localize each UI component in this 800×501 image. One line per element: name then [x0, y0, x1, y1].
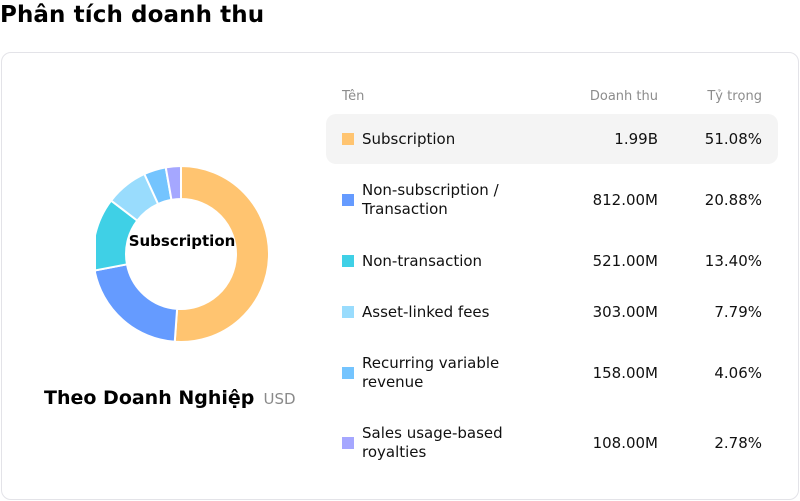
table-row[interactable]: Sales usage-based royalties 108.00M 2.78…: [326, 408, 778, 478]
donut-chart: Subscription: [96, 165, 268, 343]
row-name: Sales usage-based royalties: [362, 424, 503, 461]
revenue-analysis-card: Subscription Theo Doanh Nghiệp USD Tên D…: [1, 52, 799, 500]
donut-segment[interactable]: [96, 263, 179, 343]
header-revenue: Doanh thu: [589, 88, 658, 104]
donut-chart-svg: [96, 165, 268, 343]
header-share: Tỷ trọng: [707, 88, 762, 104]
row-name: Non-subscription / Transaction: [362, 181, 499, 218]
table-row[interactable]: Recurring variable revenue 158.00M 4.06%: [326, 338, 778, 408]
row-revenue: 812.00M: [592, 190, 658, 209]
table-row[interactable]: Subscription 1.99B 51.08%: [326, 114, 778, 164]
donut-center-label: Subscription: [128, 232, 236, 250]
table-row[interactable]: Non-transaction 521.00M 13.40%: [326, 236, 778, 286]
page-title: Phân tích doanh thu: [0, 2, 265, 28]
header-name: Tên: [342, 88, 365, 104]
row-share: 4.06%: [714, 363, 762, 382]
legend-swatch: [342, 255, 354, 267]
row-share: 2.78%: [714, 433, 762, 452]
row-share: 7.79%: [714, 302, 762, 321]
row-share: 13.40%: [704, 251, 762, 270]
row-revenue: 158.00M: [592, 363, 658, 382]
row-revenue: 108.00M: [592, 433, 658, 452]
currency-unit: USD: [263, 390, 296, 408]
chart-caption: Theo Doanh Nghiệp USD: [44, 387, 296, 409]
row-name: Subscription: [362, 129, 456, 148]
row-share: 20.88%: [704, 190, 762, 209]
donut-segment[interactable]: [164, 165, 182, 201]
legend-swatch: [342, 367, 354, 379]
row-name: Recurring variable revenue: [362, 354, 500, 391]
table-row[interactable]: Non-subscription / Transaction 812.00M 2…: [326, 164, 778, 236]
legend-swatch: [342, 194, 354, 206]
chart-caption-title: Theo Doanh Nghiệp: [44, 387, 255, 409]
table-header: Tên Doanh thu Tỷ trọng: [326, 83, 778, 109]
row-name: Non-transaction: [362, 251, 483, 270]
row-share: 51.08%: [704, 129, 762, 148]
revenue-breakdown-table: Tên Doanh thu Tỷ trọng Subscription 1.99…: [326, 83, 778, 478]
row-name: Asset-linked fees: [362, 302, 490, 321]
donut-segment[interactable]: [173, 165, 268, 343]
legend-swatch: [342, 133, 354, 145]
legend-swatch: [342, 437, 354, 449]
row-revenue: 521.00M: [592, 251, 658, 270]
row-revenue: 303.00M: [592, 302, 658, 321]
legend-swatch: [342, 306, 354, 318]
row-revenue: 1.99B: [614, 129, 658, 148]
table-row[interactable]: Asset-linked fees 303.00M 7.79%: [326, 286, 778, 338]
